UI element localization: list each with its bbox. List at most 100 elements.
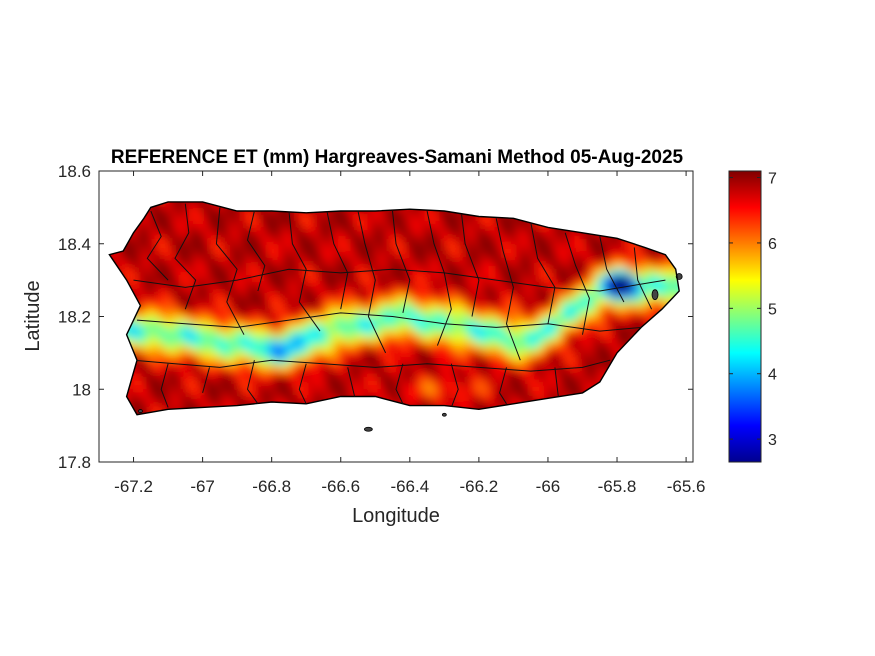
et-cell xyxy=(501,311,508,318)
municipality-boundary xyxy=(136,312,642,332)
et-cell xyxy=(597,263,604,270)
et-cell xyxy=(375,257,382,264)
et-cell xyxy=(309,299,316,306)
et-cell xyxy=(165,305,172,312)
et-cell xyxy=(309,347,316,354)
et-cell xyxy=(495,281,502,288)
et-cell xyxy=(147,227,154,234)
et-cell xyxy=(351,221,358,228)
et-cell xyxy=(189,317,196,324)
et-cell xyxy=(189,251,196,258)
et-cell xyxy=(207,287,214,294)
et-cell xyxy=(621,323,628,330)
et-cell xyxy=(291,389,298,396)
et-cell xyxy=(459,359,466,366)
et-cell xyxy=(459,257,466,264)
et-cell xyxy=(171,305,178,312)
et-cell xyxy=(153,299,160,306)
et-cell xyxy=(327,335,334,342)
et-cell xyxy=(645,269,652,276)
et-cell xyxy=(447,365,454,372)
et-cell xyxy=(633,251,640,258)
et-cell xyxy=(249,221,256,228)
et-cell xyxy=(381,341,388,348)
et-cell xyxy=(273,293,280,300)
et-cell xyxy=(579,365,586,372)
et-cell xyxy=(573,239,580,246)
islet xyxy=(651,289,659,301)
et-cell xyxy=(315,233,322,240)
et-cell xyxy=(183,299,190,306)
et-cell xyxy=(249,353,256,360)
et-cell xyxy=(153,287,160,294)
et-cell xyxy=(273,377,280,384)
et-cell xyxy=(417,209,424,216)
et-cell xyxy=(561,335,568,342)
et-cell xyxy=(573,293,580,300)
et-cell xyxy=(225,221,232,228)
et-cell xyxy=(171,227,178,234)
et-cell xyxy=(219,275,226,282)
et-cell xyxy=(417,341,424,348)
et-cell xyxy=(387,239,394,246)
et-cell xyxy=(171,263,178,270)
et-cell xyxy=(363,215,370,222)
et-cell xyxy=(501,341,508,348)
et-cell xyxy=(231,251,238,258)
et-cell xyxy=(225,317,232,324)
et-cell xyxy=(489,353,496,360)
et-cell xyxy=(153,377,160,384)
et-cell xyxy=(657,299,664,306)
et-cell xyxy=(369,275,376,282)
et-cell xyxy=(483,263,490,270)
et-cell xyxy=(453,275,460,282)
et-cell xyxy=(291,287,298,294)
et-cell xyxy=(513,251,520,258)
et-cell xyxy=(387,215,394,222)
et-cell xyxy=(567,377,574,384)
et-cell xyxy=(177,359,184,366)
et-cell xyxy=(591,299,598,306)
et-cell xyxy=(567,287,574,294)
et-cell xyxy=(627,251,634,258)
et-cell xyxy=(213,311,220,318)
et-cell xyxy=(417,215,424,222)
et-cell xyxy=(375,281,382,288)
et-cell xyxy=(279,341,286,348)
et-cell xyxy=(213,221,220,228)
et-cell xyxy=(249,395,256,402)
et-cell xyxy=(267,371,274,378)
et-cell xyxy=(165,221,172,228)
et-cell xyxy=(333,365,340,372)
et-cell xyxy=(657,251,664,258)
et-cell xyxy=(237,383,244,390)
et-cell xyxy=(459,347,466,354)
et-cell xyxy=(411,341,418,348)
et-cell xyxy=(291,257,298,264)
et-cell xyxy=(417,227,424,234)
et-cell xyxy=(345,371,352,378)
et-cell xyxy=(507,305,514,312)
et-cell xyxy=(177,299,184,306)
et-cell xyxy=(267,269,274,276)
et-cell xyxy=(429,377,436,384)
et-cell xyxy=(183,317,190,324)
et-cell xyxy=(201,353,208,360)
et-cell xyxy=(243,245,250,252)
et-cell xyxy=(435,395,442,402)
et-cell xyxy=(135,275,142,282)
et-cell xyxy=(303,305,310,312)
et-cell xyxy=(423,209,430,216)
et-cell xyxy=(195,227,202,234)
et-cell xyxy=(453,311,460,318)
et-cell xyxy=(453,377,460,384)
et-cell xyxy=(525,239,532,246)
et-cell xyxy=(465,221,472,228)
et-cell xyxy=(357,209,364,216)
et-cell xyxy=(213,371,220,378)
et-cell xyxy=(315,251,322,258)
et-cell xyxy=(369,233,376,240)
et-cell xyxy=(147,281,154,288)
y-tick-label: 18.6 xyxy=(58,162,91,181)
